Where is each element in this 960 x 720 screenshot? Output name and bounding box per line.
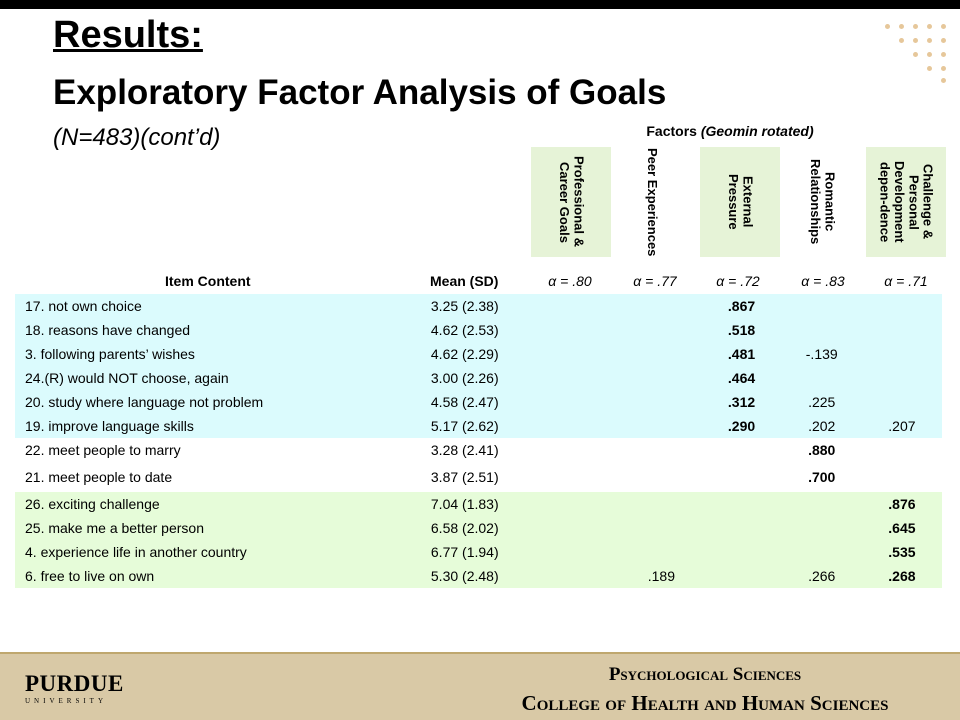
sample-size-note: (N=483)(cont’d) <box>53 124 221 151</box>
table-row: 17. not own choice 3.25 (2.38) .867 <box>25 298 756 314</box>
table-row: 20. study where language not problem 4.58… <box>25 394 836 410</box>
table-row: 6. free to live on own 5.30 (2.48) .189.26… <box>25 568 916 584</box>
slide-title: Results: <box>53 14 203 56</box>
table-row: 18. reasons have changed 4.62 (2.53) .518 <box>25 322 756 338</box>
mean-sd-header: Mean (SD) <box>430 273 499 289</box>
table-row: 3. following parents’ wishes 4.62 (2.29).… <box>25 346 838 362</box>
purdue-logo: PURDUE UNIVERSITY <box>25 671 124 705</box>
band-challenge <box>15 492 942 588</box>
factor-loadings-table: 17. not own choice 3.25 (2.38) .867 18. re… <box>15 294 942 588</box>
slide-subtitle: Exploratory Factor Analysis of Goals <box>53 73 667 112</box>
decorative-dots <box>885 20 955 83</box>
table-row: 24.(R) would NOT choose, again 3.00 (2.26… <box>25 370 756 386</box>
factor-header-romantic: Romantic Relationships <box>808 159 838 245</box>
table-row: 19. improve language skills 5.17 (2.62) .2… <box>25 418 916 434</box>
table-row: 26. exciting challenge 7.04 (1.83) .876 <box>25 496 916 512</box>
factors-label: Factors <box>646 123 697 139</box>
alpha-external: α = .72 <box>716 273 760 289</box>
top-black-bar <box>0 0 960 9</box>
college-name: College of Health and Human Sciences <box>521 691 889 715</box>
alpha-peer: α = .77 <box>633 273 677 289</box>
footer-bar <box>0 652 960 720</box>
table-row: 21. meet people to date 3.87 (2.51) .700 <box>25 469 836 485</box>
factors-rotation: (Geomin rotated) <box>700 123 814 139</box>
factor-header-challenge: Challenge & Personal Development depen-d… <box>866 147 946 257</box>
table-row: 4. experience life in another country 6.7… <box>25 544 916 560</box>
alpha-professional: α = .80 <box>548 273 592 289</box>
factor-header-peer: Peer Experiences <box>645 147 661 257</box>
factor-header-external: External Pressure <box>700 147 780 257</box>
item-content-header: Item Content <box>165 273 251 289</box>
alpha-romantic: α = .83 <box>801 273 845 289</box>
department-name: Psychological Sciences <box>608 664 802 685</box>
factors-heading: Factors (Geomin rotated) <box>525 123 935 139</box>
alpha-challenge: α = .71 <box>884 273 928 289</box>
footer-divider <box>0 652 960 654</box>
band-external-pressure <box>15 294 942 438</box>
table-row: 25. make me a better person 6.58 (2.02) .6… <box>25 520 916 536</box>
factor-header-professional: Professional & Career Goals <box>531 147 611 257</box>
table-row: 22. meet people to marry 3.28 (2.41) .880 <box>25 442 836 458</box>
